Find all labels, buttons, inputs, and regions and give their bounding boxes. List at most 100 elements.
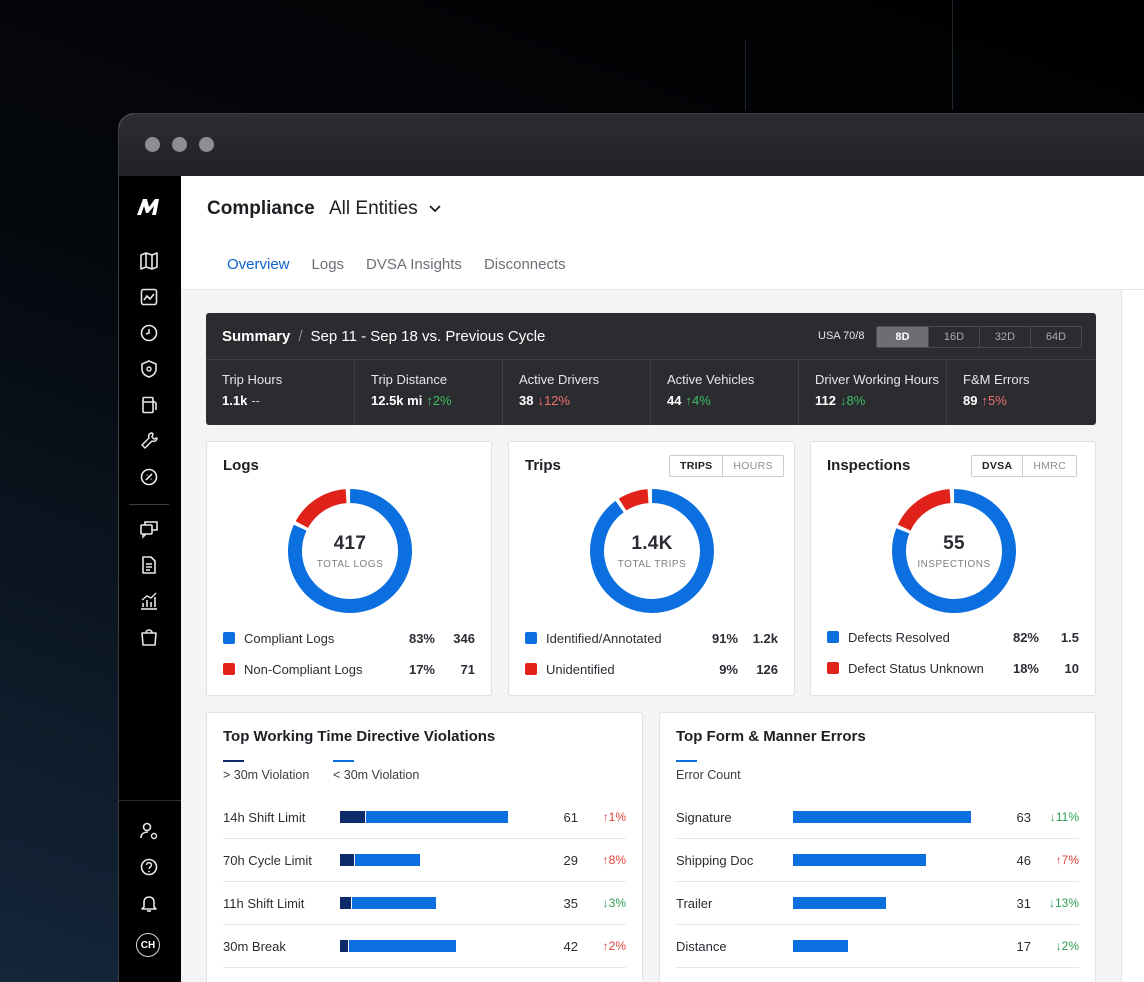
bar-track — [793, 854, 983, 866]
bar — [793, 811, 971, 823]
range-16d-button[interactable]: 16D — [928, 327, 979, 347]
donut-segment[interactable] — [889, 486, 1019, 616]
bell-icon[interactable] — [138, 892, 160, 914]
donut-segment[interactable] — [285, 486, 415, 616]
summary-header: Summary / Sep 11 - Sep 18 vs. Previous C… — [222, 328, 545, 345]
window-maximize-button[interactable] — [199, 137, 214, 152]
trend-icon[interactable] — [138, 590, 160, 612]
inspections-donut-chart[interactable] — [889, 486, 1019, 616]
metric-value: 38 — [519, 393, 534, 408]
decorative-line — [745, 40, 746, 110]
clock-icon[interactable] — [138, 322, 160, 344]
summary-separator: / — [298, 328, 303, 345]
tab-disconnects[interactable]: Disconnects — [483, 256, 566, 273]
bar-minor — [365, 811, 508, 823]
wrench-icon[interactable] — [138, 430, 160, 452]
table-row[interactable]: Trailer 31 ↓13% — [676, 882, 1079, 925]
legend-label: Unidentified — [546, 661, 615, 677]
table-row[interactable]: Signature 63 ↓11% — [676, 796, 1079, 839]
tab-dvsa-insights[interactable]: DVSA Insights — [366, 256, 462, 273]
table-row[interactable]: 30m Break 42 ↑2% — [223, 925, 626, 968]
legend-item: Compliant Logs 83% 346 — [223, 629, 475, 647]
donut-segment[interactable] — [587, 486, 717, 616]
trips-toggle-hours[interactable]: HOURS — [722, 456, 782, 476]
row-value: 29 — [563, 852, 578, 868]
trips-donut-center: 1.4K TOTAL TRIPS — [587, 486, 717, 616]
legend-minor-label: < 30m Violation — [333, 768, 420, 782]
window-close-button[interactable] — [145, 137, 160, 152]
page-title: Compliance — [207, 198, 315, 219]
legend-item: Non-Compliant Logs 17% 71 — [223, 660, 475, 678]
summary-label: Summary — [222, 328, 291, 345]
user-settings-icon[interactable] — [138, 820, 160, 842]
metric-value-row: 12.5k mi ↑2% — [371, 393, 486, 408]
metric-driver-working-hours: Driver Working Hours 112 ↓8% — [798, 360, 946, 425]
inspections-total-label: INSPECTIONS — [917, 558, 991, 570]
table-row[interactable]: 70h Cycle Limit 29 ↑8% — [223, 839, 626, 882]
metric-label: Trip Hours — [222, 372, 283, 387]
wtd-violations-card: Top Working Time Directive Violations > … — [206, 712, 643, 982]
table-row[interactable]: 14h Shift Limit 61 ↑1% — [223, 796, 626, 839]
trips-card-title: Trips — [525, 457, 561, 474]
document-icon[interactable] — [138, 554, 160, 576]
help-icon[interactable] — [138, 856, 160, 878]
bar — [793, 940, 849, 952]
table-row[interactable]: Shipping Doc 46 ↑7% — [676, 839, 1079, 882]
row-change: ↑2% — [602, 939, 626, 953]
range-64d-button[interactable]: 64D — [1030, 327, 1081, 347]
shield-icon[interactable] — [138, 358, 160, 380]
legend-swatch — [525, 663, 537, 675]
sidebar-divider — [129, 504, 169, 505]
chart-icon[interactable] — [138, 286, 160, 308]
donut-segment[interactable] — [587, 486, 717, 616]
table-row[interactable]: Distance 17 ↓2% — [676, 925, 1079, 968]
range-8d-button[interactable]: 8D — [877, 327, 928, 347]
legend-count: 1.2k — [752, 630, 778, 646]
avatar[interactable]: CH — [136, 933, 160, 957]
summary-divider — [206, 359, 1096, 360]
metric-value-row: 89 ↑5% — [963, 393, 1078, 408]
logs-card-title: Logs — [223, 457, 259, 474]
metric-value-row: 1.1k -- — [222, 393, 338, 408]
legend-swatch — [827, 662, 839, 674]
row-change: ↑1% — [602, 810, 626, 824]
legend-label: Compliant Logs — [244, 630, 335, 646]
metric-value-row: 44 ↑4% — [667, 393, 782, 408]
page-header: Compliance All Entities Overview Logs DV… — [181, 176, 1144, 293]
legend-label: Identified/Annotated — [546, 630, 662, 646]
row-change: ↑8% — [602, 853, 626, 867]
tab-overview[interactable]: Overview — [227, 256, 290, 293]
legend-major-label: > 30m Violation — [223, 768, 310, 782]
legend-count: 1.5 — [1060, 629, 1079, 645]
metric-f-m-errors: F&M Errors 89 ↑5% — [946, 360, 1094, 425]
legend-item: Defect Status Unknown 18% 10 — [827, 659, 1079, 677]
trips-toggle-trips[interactable]: TRIPS — [680, 460, 713, 472]
inspections-donut-center: 55 INSPECTIONS — [889, 486, 1019, 616]
inspections-toggle-dvsa[interactable]: DVSA — [982, 460, 1013, 472]
bag-icon[interactable] — [138, 626, 160, 648]
metric-value: 12.5k mi — [371, 393, 423, 408]
map-icon[interactable] — [138, 250, 160, 272]
tag-icon[interactable] — [138, 466, 160, 488]
summary-metrics: Trip Hours 1.1k -- Trip Distance 12.5k mi ↑2%… — [206, 360, 1096, 425]
window-minimize-button[interactable] — [172, 137, 187, 152]
legend-count: 346 — [453, 630, 475, 646]
metric-value: 1.1k — [222, 393, 248, 408]
inspections-toggle-hmrc[interactable]: HMRC — [1022, 456, 1076, 476]
fuel-icon[interactable] — [138, 394, 160, 416]
legend-count: 126 — [756, 661, 778, 677]
bar-track — [793, 940, 983, 952]
legend-swatch — [223, 663, 235, 675]
row-label: Trailer — [676, 895, 713, 911]
tab-logs[interactable]: Logs — [311, 256, 345, 273]
trips-donut-chart[interactable] — [587, 486, 717, 616]
motive-logo-icon[interactable] — [136, 198, 162, 216]
window-titlebar — [119, 114, 1144, 176]
donut-segment[interactable] — [285, 486, 415, 616]
messages-icon[interactable] — [138, 518, 160, 540]
table-row[interactable]: 11h Shift Limit 35 ↓3% — [223, 882, 626, 925]
legend-swatch — [525, 632, 537, 644]
range-32d-button[interactable]: 32D — [979, 327, 1030, 347]
logs-donut-chart[interactable] — [285, 486, 415, 616]
entity-dropdown[interactable]: All Entities — [329, 198, 442, 220]
